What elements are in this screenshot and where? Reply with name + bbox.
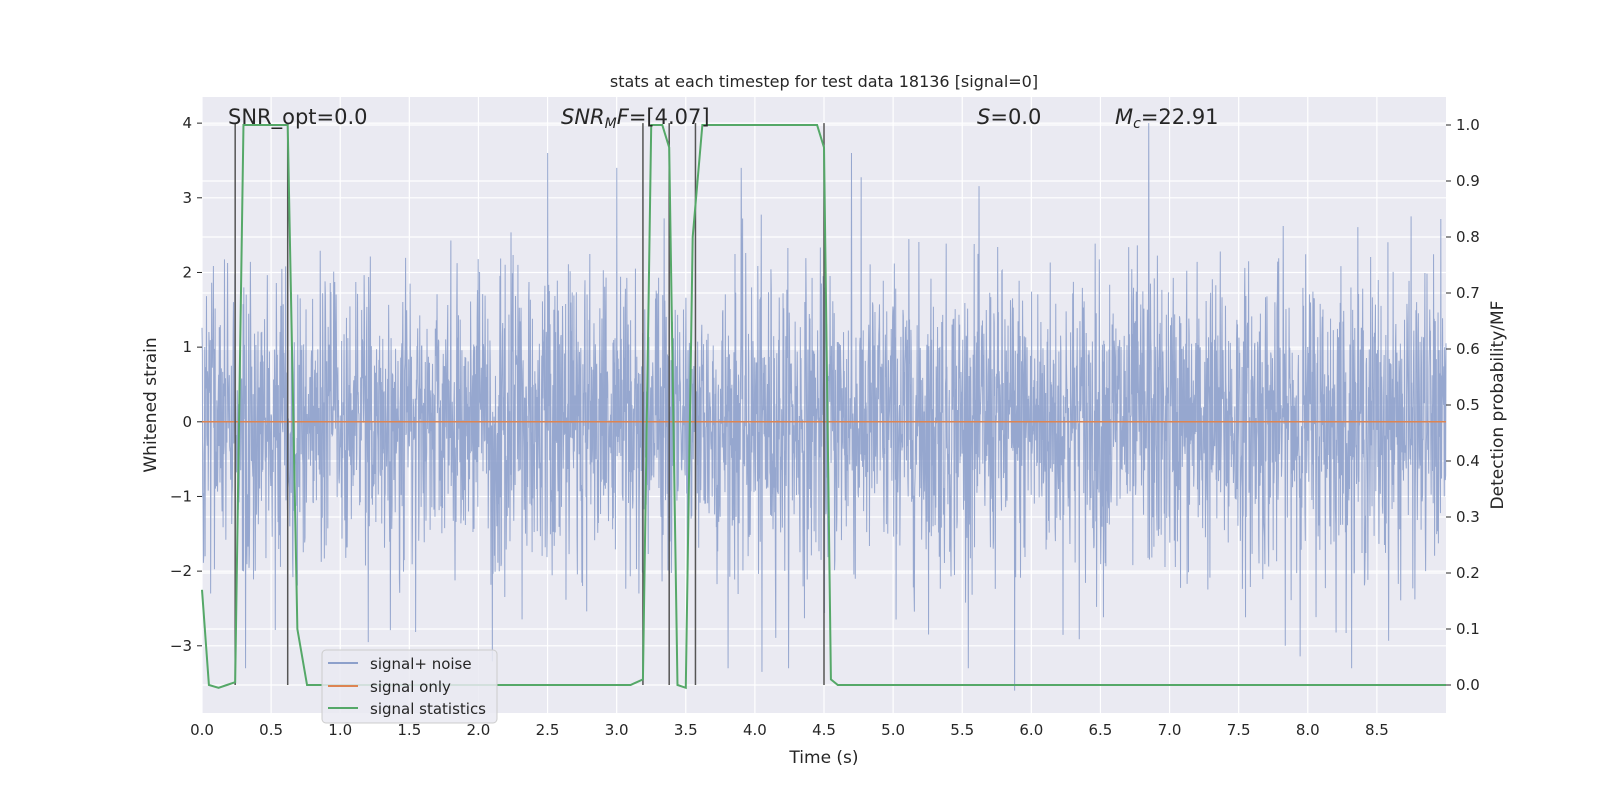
y-left-tick-label: 1 xyxy=(182,338,192,356)
y-right-tick-label: 0.5 xyxy=(1456,396,1480,414)
y-right-tick-label: 0.1 xyxy=(1456,620,1480,638)
y-left-tick-label: 4 xyxy=(182,114,192,132)
legend-signal-label: signal only xyxy=(370,678,451,696)
x-tick-label: 8.5 xyxy=(1365,721,1389,739)
x-tick-label: 0.5 xyxy=(259,721,283,739)
annotation-snr-mf: SNRMF=[4.07] xyxy=(561,105,710,132)
annotation-s: S=0.0 xyxy=(977,105,1041,129)
x-axis-label: Time (s) xyxy=(788,748,858,768)
y-left-tick-label: −1 xyxy=(170,487,192,505)
x-tick-label: 5.5 xyxy=(950,721,974,739)
x-tick-label: 2.0 xyxy=(467,721,491,739)
y-right-tick-label: 0.2 xyxy=(1456,564,1480,582)
y-right-tick-label: 0.4 xyxy=(1456,452,1480,470)
vertical-markers xyxy=(234,123,825,685)
y-right-tick-label: 0.9 xyxy=(1456,172,1480,190)
y-right-tick-label: 0.0 xyxy=(1456,676,1480,694)
statistic-series xyxy=(201,124,1446,690)
x-tick-label: 4.5 xyxy=(812,721,836,739)
axis-ticks: 0.0 0.5 1.0 1.5 2.0 2.5 3.0 3.5 4.0 4.5 5.0 5.5 6.0 6… xyxy=(170,114,1480,739)
x-tick-label: 2.5 xyxy=(536,721,560,739)
y-right-tick-label: 0.8 xyxy=(1456,228,1480,246)
x-tick-label: 5.0 xyxy=(881,721,905,739)
x-tick-label: 3.0 xyxy=(605,721,629,739)
y-left-tick-label: −3 xyxy=(170,637,192,655)
y-right-tick-label: 0.3 xyxy=(1456,508,1480,526)
y-right-tick-label: 0.7 xyxy=(1456,284,1480,302)
x-tick-label: 1.5 xyxy=(397,721,421,739)
annotation-mc: Mc=22.91 xyxy=(1115,105,1219,132)
x-tick-label: 6.5 xyxy=(1089,721,1113,739)
statistic-line xyxy=(201,124,1446,690)
x-tick-label: 1.0 xyxy=(328,721,352,739)
x-tick-label: 0.0 xyxy=(190,721,214,739)
legend-stat-label: signal statistics xyxy=(370,700,486,718)
y-left-tick-label: 3 xyxy=(182,189,192,207)
y-right-tick-label: 1.0 xyxy=(1456,116,1480,134)
y-left-tick-label: 2 xyxy=(182,263,192,281)
legend-noise-label: signal+ noise xyxy=(370,655,472,673)
y-right-tick-label: 0.6 xyxy=(1456,340,1480,358)
y-axis-right-label: Detection probability/MF xyxy=(1488,301,1508,510)
legend-box xyxy=(321,649,498,724)
x-tick-label: 7.5 xyxy=(1227,721,1251,739)
y-left-tick-label: 0 xyxy=(182,413,192,431)
x-tick-label: 3.5 xyxy=(674,721,698,739)
y-left-tick-label: −2 xyxy=(170,562,192,580)
x-tick-label: 8.0 xyxy=(1296,721,1320,739)
y-axis-left-label: Whitened strain xyxy=(141,337,161,472)
x-tick-label: 4.0 xyxy=(743,721,767,739)
legend: signal+ noise signal only signal statist… xyxy=(321,649,498,724)
chart-title: stats at each timestep for test data 181… xyxy=(610,72,1038,91)
x-tick-label: 6.0 xyxy=(1019,721,1043,739)
x-tick-label: 7.0 xyxy=(1158,721,1182,739)
annotation-snr-opt: SNR_opt=0.0 xyxy=(228,105,368,130)
